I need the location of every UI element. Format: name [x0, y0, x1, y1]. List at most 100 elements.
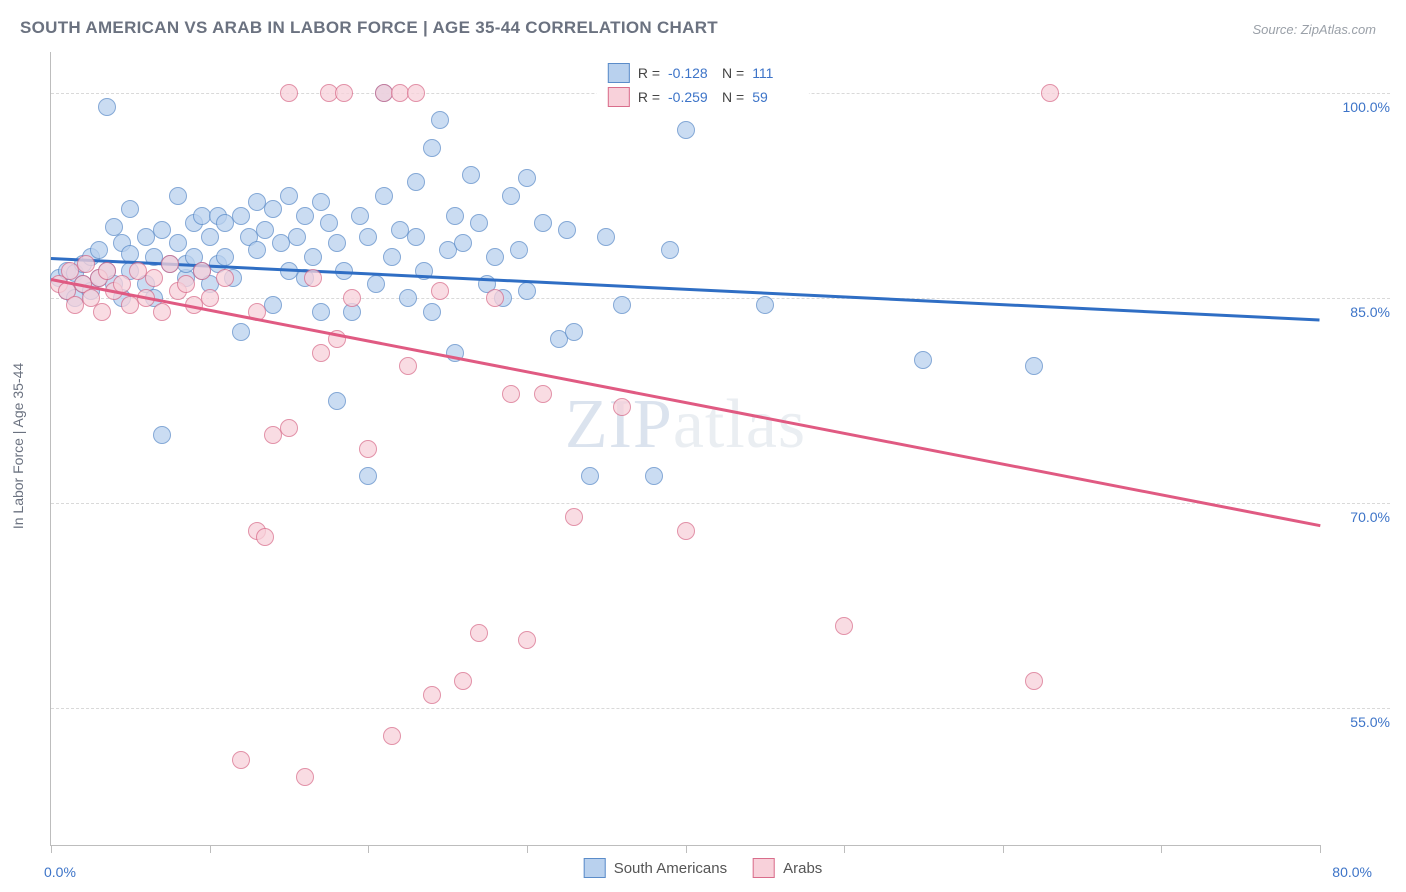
data-point	[581, 467, 599, 485]
data-point	[304, 248, 322, 266]
y-axis-title: In Labor Force | Age 35-44	[10, 363, 26, 529]
stats-legend-row-sa: R = -0.128 N = 111	[602, 61, 804, 85]
data-point	[264, 296, 282, 314]
data-point	[232, 751, 250, 769]
legend-label: Arabs	[783, 860, 822, 877]
y-tick-label: 70.0%	[1330, 509, 1390, 525]
plot-area: ZIPatlas 100.0%85.0%70.0%55.0%	[50, 52, 1320, 846]
data-point	[431, 282, 449, 300]
data-point	[201, 228, 219, 246]
data-point	[407, 173, 425, 191]
data-point	[93, 303, 111, 321]
data-point	[169, 187, 187, 205]
series-legend: South Americans Arabs	[584, 858, 823, 878]
data-point	[153, 303, 171, 321]
data-point	[756, 296, 774, 314]
swatch-south-americans	[608, 63, 630, 83]
data-point	[169, 234, 187, 252]
data-point	[470, 214, 488, 232]
data-point	[312, 303, 330, 321]
data-point	[216, 248, 234, 266]
gridline	[51, 708, 1390, 709]
x-axis-max-label: 80.0%	[1332, 864, 1372, 880]
data-point	[367, 275, 385, 293]
data-point	[470, 624, 488, 642]
data-point	[280, 419, 298, 437]
data-point	[423, 686, 441, 704]
data-point	[256, 528, 274, 546]
data-point	[105, 218, 123, 236]
data-point	[98, 262, 116, 280]
data-point	[1041, 84, 1059, 102]
gridline	[51, 503, 1390, 504]
stats-legend: R = -0.128 N = 111 R = -0.259 N = 59	[597, 56, 809, 114]
y-tick-label: 55.0%	[1330, 714, 1390, 730]
data-point	[359, 467, 377, 485]
data-point	[518, 282, 536, 300]
data-point	[264, 200, 282, 218]
data-point	[145, 269, 163, 287]
data-point	[161, 255, 179, 273]
data-point	[296, 768, 314, 786]
data-point	[351, 207, 369, 225]
data-point	[597, 228, 615, 246]
data-point	[177, 275, 195, 293]
data-point	[328, 392, 346, 410]
data-point	[486, 248, 504, 266]
data-point	[423, 303, 441, 321]
x-tick	[1003, 845, 1004, 853]
data-point	[510, 241, 528, 259]
data-point	[502, 187, 520, 205]
data-point	[613, 296, 631, 314]
data-point	[534, 214, 552, 232]
data-point	[335, 84, 353, 102]
data-point	[121, 200, 139, 218]
watermark: ZIPatlas	[565, 385, 806, 465]
data-point	[375, 187, 393, 205]
data-point	[407, 84, 425, 102]
data-point	[399, 357, 417, 375]
data-point	[280, 84, 298, 102]
data-point	[518, 631, 536, 649]
x-tick	[844, 845, 845, 853]
data-point	[677, 522, 695, 540]
data-point	[565, 508, 583, 526]
x-tick	[686, 845, 687, 853]
data-point	[645, 467, 663, 485]
x-axis-min-label: 0.0%	[44, 864, 76, 880]
data-point	[288, 228, 306, 246]
x-tick	[210, 845, 211, 853]
data-point	[558, 221, 576, 239]
data-point	[90, 241, 108, 259]
data-point	[502, 385, 520, 403]
data-point	[153, 426, 171, 444]
data-point	[534, 385, 552, 403]
data-point	[446, 207, 464, 225]
legend-item-arabs: Arabs	[753, 858, 822, 878]
trend-line	[51, 278, 1320, 527]
correlation-chart: SOUTH AMERICAN VS ARAB IN LABOR FORCE | …	[0, 0, 1406, 892]
stats-legend-row-arab: R = -0.259 N = 59	[602, 85, 804, 109]
data-point	[256, 221, 274, 239]
x-tick	[368, 845, 369, 853]
data-point	[431, 111, 449, 129]
data-point	[153, 221, 171, 239]
data-point	[296, 207, 314, 225]
y-tick-label: 100.0%	[1330, 99, 1390, 115]
data-point	[454, 672, 472, 690]
data-point	[1025, 672, 1043, 690]
data-point	[565, 323, 583, 341]
x-tick	[51, 845, 52, 853]
swatch-arabs	[608, 87, 630, 107]
data-point	[677, 121, 695, 139]
data-point	[383, 727, 401, 745]
legend-item-south-americans: South Americans	[584, 858, 727, 878]
data-point	[613, 398, 631, 416]
data-point	[320, 214, 338, 232]
x-tick	[527, 845, 528, 853]
data-point	[914, 351, 932, 369]
gridline	[51, 298, 1390, 299]
data-point	[423, 139, 441, 157]
swatch-arabs	[753, 858, 775, 878]
data-point	[383, 248, 401, 266]
